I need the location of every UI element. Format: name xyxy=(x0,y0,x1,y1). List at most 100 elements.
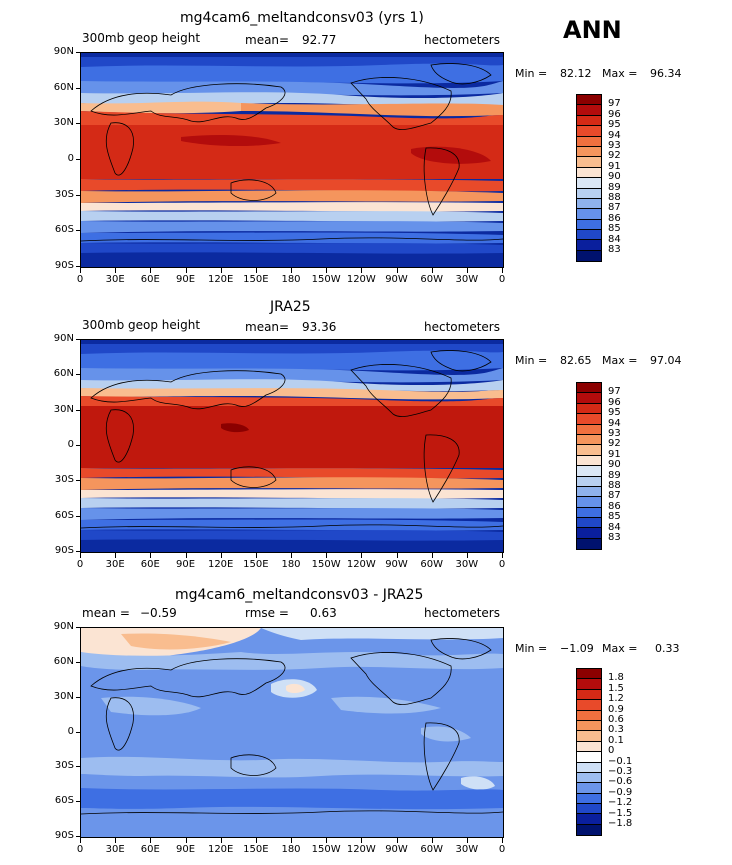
x-tick-label: 60E xyxy=(140,844,160,855)
x-tick-mark xyxy=(326,268,328,273)
panel-1-colorbar xyxy=(576,94,602,263)
colorbar-level-label: 88 xyxy=(608,480,621,491)
panel-2-min-label: Min = xyxy=(515,354,548,367)
y-tick-mark xyxy=(76,266,81,267)
colorbar-level-label: 97 xyxy=(608,98,621,110)
x-tick-label: 150W xyxy=(311,274,341,285)
x-tick-mark xyxy=(431,268,433,273)
y-tick-label: 90S xyxy=(54,260,74,271)
colorbar-swatch xyxy=(577,414,601,425)
colorbar-swatch xyxy=(577,824,601,836)
panel-3-mean-label: mean = xyxy=(82,606,130,620)
panel-3-min-label: Min = xyxy=(515,642,548,655)
panel-2-map xyxy=(80,339,504,553)
colorbar-level-label: 1.8 xyxy=(608,672,624,684)
colorbar-swatch xyxy=(577,95,601,106)
colorbar-swatch xyxy=(577,403,601,415)
colorbar-swatch xyxy=(577,689,601,701)
colorbar-swatch xyxy=(577,209,601,220)
colorbar-level-label: 95 xyxy=(608,407,621,419)
colorbar-swatch xyxy=(577,720,601,732)
colorbar-swatch xyxy=(577,528,601,539)
colorbar-level-label: 1.5 xyxy=(608,682,624,694)
x-tick-label: 180 xyxy=(281,274,301,285)
x-tick-label: 150E xyxy=(243,559,269,570)
x-tick-label: 0 xyxy=(498,844,506,855)
x-tick-mark xyxy=(396,838,398,843)
colorbar-swatch xyxy=(577,157,601,168)
panel-1-title: mg4cam6_meltandconsv03 (yrs 1) xyxy=(180,10,424,26)
panel-2-units: hectometers xyxy=(424,320,500,334)
colorbar-level-label: 84 xyxy=(608,233,621,245)
x-tick-mark xyxy=(115,553,117,558)
season-label: ANN xyxy=(563,16,622,44)
y-tick-label: 60N xyxy=(53,655,74,667)
colorbar-swatch xyxy=(577,136,601,147)
x-tick-label: 60E xyxy=(140,559,160,570)
y-tick-mark xyxy=(76,87,81,89)
colorbar-level-label: 89 xyxy=(608,181,621,193)
x-tick-mark xyxy=(220,553,222,558)
colorbar-level-label: 96 xyxy=(608,396,621,408)
y-tick-mark xyxy=(76,230,81,232)
colorbar-level-label: 87 xyxy=(608,202,621,214)
y-tick-mark xyxy=(76,374,81,376)
x-tick-label: 60W xyxy=(420,559,443,570)
colorbar-swatch xyxy=(577,752,601,763)
x-tick-mark xyxy=(361,268,363,273)
colorbar-swatch xyxy=(577,250,601,262)
colorbar-swatch xyxy=(577,240,601,251)
x-tick-mark xyxy=(466,553,468,558)
panel-3-units: hectometers xyxy=(424,606,500,620)
panel-1-min-value: 82.12 xyxy=(560,67,592,80)
x-tick-mark xyxy=(291,268,292,273)
panel-3-title: mg4cam6_meltandconsv03 - JRA25 xyxy=(175,587,424,603)
colorbar-swatch xyxy=(577,424,601,435)
colorbar-swatch xyxy=(577,476,601,487)
x-tick-label: 120W xyxy=(346,559,376,570)
colorbar-level-label: 0.3 xyxy=(608,724,624,736)
y-tick-label: 60S xyxy=(54,224,74,236)
colorbar-swatch xyxy=(577,486,601,498)
y-tick-mark xyxy=(76,661,81,663)
colorbar-level-label: 94 xyxy=(608,417,621,429)
colorbar-swatch xyxy=(577,434,601,446)
colorbar-swatch xyxy=(577,710,601,721)
colorbar-level-label: −1.8 xyxy=(608,818,633,829)
y-tick-mark xyxy=(76,627,81,628)
colorbar-swatch xyxy=(577,105,601,116)
x-tick-mark xyxy=(80,553,81,558)
colorbar-swatch xyxy=(577,538,601,550)
y-tick-mark xyxy=(76,480,81,482)
x-tick-label: 30E xyxy=(105,274,125,285)
colorbar-level-label: 87 xyxy=(608,490,621,502)
panel-2-min-value: 82.65 xyxy=(560,354,592,367)
x-tick-label: 90E xyxy=(175,844,196,855)
panel-1-max-value: 96.34 xyxy=(650,67,682,80)
colorbar-level-label: 92 xyxy=(608,150,621,162)
x-tick-label: 30W xyxy=(455,559,479,570)
colorbar-swatch xyxy=(577,700,601,711)
x-tick-mark xyxy=(291,838,292,843)
colorbar-level-label: 88 xyxy=(608,192,621,203)
y-tick-label: 90N xyxy=(53,46,74,57)
colorbar-level-label: 1.2 xyxy=(608,693,624,705)
x-tick-label: 90W xyxy=(385,844,408,855)
x-tick-label: 30E xyxy=(105,844,125,855)
x-tick-mark xyxy=(291,553,292,558)
x-tick-label: 120E xyxy=(207,559,234,570)
panel-1-max-label: Max = xyxy=(602,67,638,80)
x-tick-mark xyxy=(361,838,363,843)
panel-3-rmse-label: rmse = xyxy=(245,606,289,620)
colorbar-swatch xyxy=(577,393,601,404)
x-tick-mark xyxy=(115,838,117,843)
y-tick-label: 60N xyxy=(53,368,74,380)
colorbar-swatch xyxy=(577,814,601,825)
colorbar-swatch xyxy=(577,230,601,241)
y-tick-mark xyxy=(76,696,81,698)
y-tick-label: 90S xyxy=(54,545,74,556)
x-tick-label: 30W xyxy=(455,844,479,855)
x-tick-mark xyxy=(502,268,503,273)
panel-3-max-label: Max = xyxy=(602,642,638,655)
x-tick-mark xyxy=(502,553,503,558)
